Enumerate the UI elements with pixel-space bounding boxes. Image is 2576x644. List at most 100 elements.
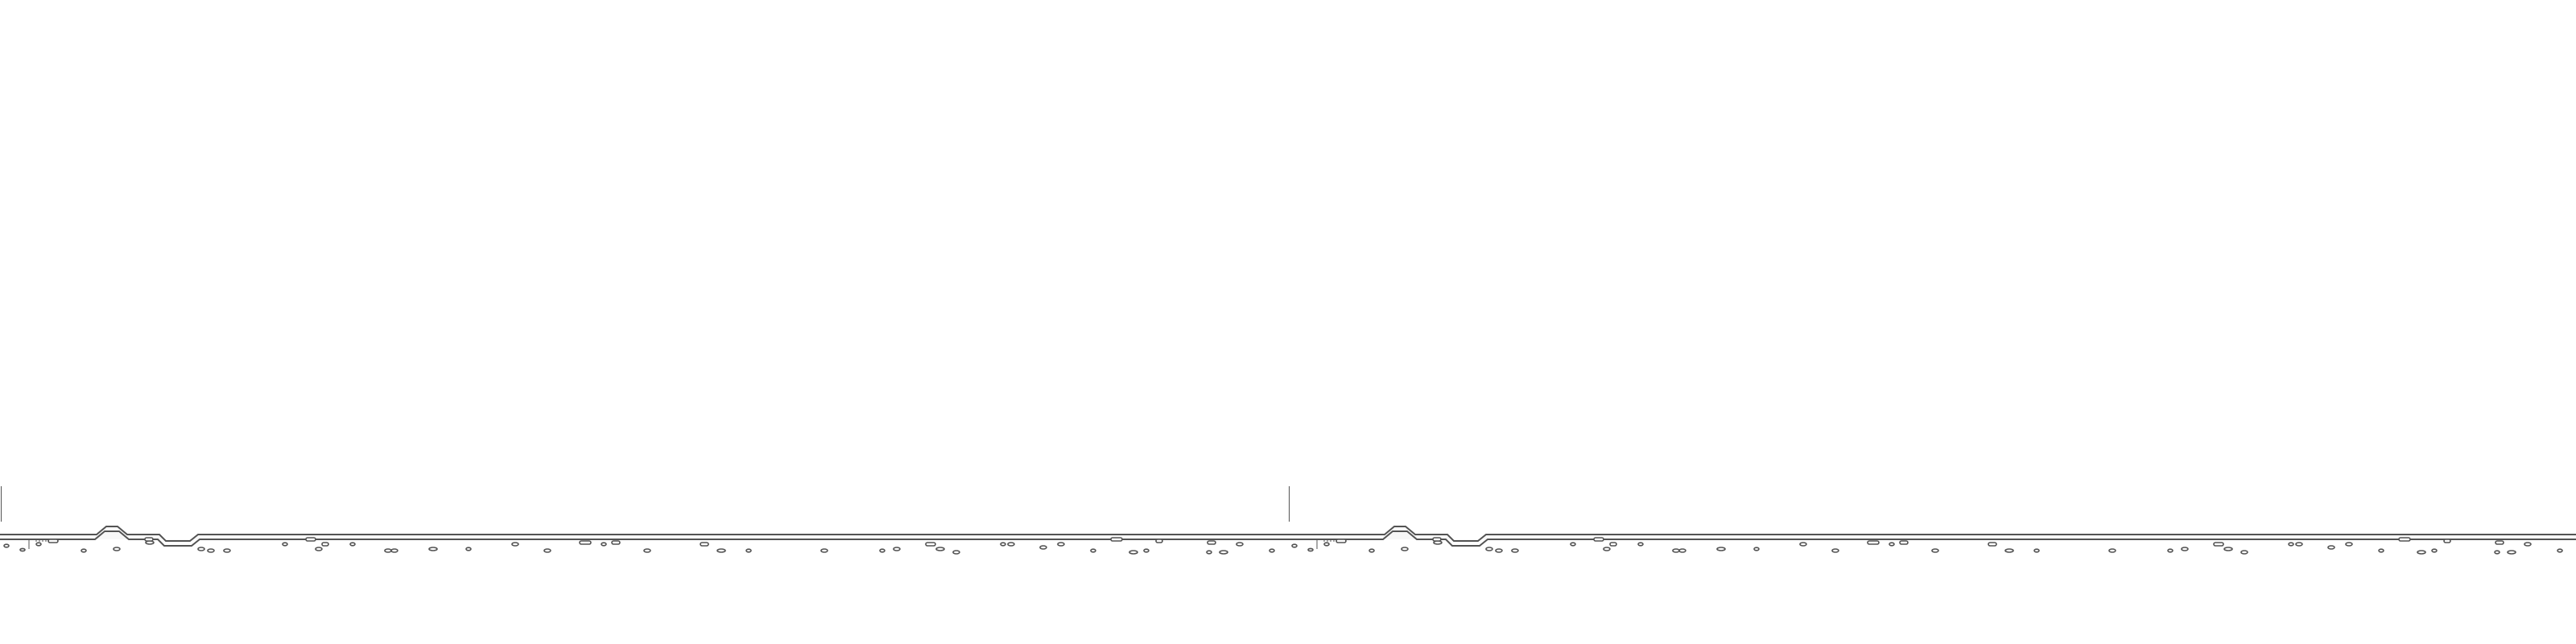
ground-pebble xyxy=(2507,550,2516,555)
ground-pebble xyxy=(745,548,752,553)
ground-pebble xyxy=(207,548,215,553)
ground-dash xyxy=(1609,542,1617,547)
ground-pebble xyxy=(428,547,438,551)
ground-pebble xyxy=(2417,550,2426,555)
ground-horizon-line xyxy=(1288,526,2576,542)
ground-pebble xyxy=(879,548,886,553)
ground-horizon-line xyxy=(1288,530,2576,547)
ground-pebble xyxy=(2167,548,2174,553)
ground-pebble xyxy=(1799,542,1807,547)
ground-dash xyxy=(2213,542,2224,547)
ground-dash xyxy=(2495,540,2504,545)
ground-dash xyxy=(1335,539,1347,543)
ground-pebble xyxy=(2345,542,2353,547)
ground-pebble xyxy=(390,548,398,553)
ground-pebble xyxy=(19,547,26,552)
ground-pebble xyxy=(1678,548,1686,553)
ground-pebble xyxy=(1323,542,1330,547)
ground-pebble xyxy=(384,548,392,553)
ground-dash xyxy=(1988,542,1997,547)
ground-dash xyxy=(321,542,329,547)
ground-pebble xyxy=(2327,545,2335,550)
ground-pebble xyxy=(1716,547,1726,551)
ground-pebble xyxy=(893,547,901,551)
ground-pebble xyxy=(1039,545,1047,550)
ground-pebble xyxy=(2288,542,2294,547)
ground-dash xyxy=(1432,537,1442,542)
ground-pebble xyxy=(935,547,945,551)
ground-pebble xyxy=(2378,548,2384,553)
ground-pebble xyxy=(601,542,607,547)
ground-pebble xyxy=(1570,542,1576,547)
ground-pebble xyxy=(1057,542,1065,547)
ground-pebble xyxy=(1129,550,1138,555)
right-panel xyxy=(1288,486,2576,555)
ground-pebble xyxy=(349,542,356,547)
ground-band xyxy=(0,526,1288,541)
ground-pebble xyxy=(3,543,10,548)
ground-dash xyxy=(305,537,316,542)
ground-dash xyxy=(700,542,709,547)
ground-pebble xyxy=(1485,547,1493,551)
ground-pebble xyxy=(820,548,828,553)
ground-dash xyxy=(611,540,621,545)
ground-pebble xyxy=(80,548,87,553)
ground-pebble xyxy=(1495,548,1503,553)
ground-pebble xyxy=(1603,547,1611,551)
ground-pebble xyxy=(465,547,472,551)
ground-dash xyxy=(1207,540,1216,545)
ground-pebble xyxy=(2431,548,2438,553)
ground-pebble xyxy=(2295,542,2303,547)
ground-pebble xyxy=(1007,542,1015,547)
ground-pebble xyxy=(1269,548,1275,553)
ground-dash xyxy=(1155,539,1163,543)
ground-pebble xyxy=(1931,548,1939,553)
ground-dash xyxy=(1593,537,1604,542)
ground-pebble xyxy=(1637,542,1644,547)
ground-pebble xyxy=(1368,548,1375,553)
ground-pebble xyxy=(2108,548,2116,553)
ground-pebble xyxy=(1672,548,1680,553)
ground-pebble xyxy=(1219,550,1228,555)
ground-dash xyxy=(925,542,936,547)
ground-pebble xyxy=(1401,547,1409,551)
ground-dash xyxy=(2398,537,2411,542)
ground-pebble xyxy=(2004,548,2014,553)
ground-pebble xyxy=(2033,548,2040,553)
ground-pebble xyxy=(1889,542,1895,547)
ground-pebble xyxy=(1291,543,1298,548)
ground-horizon-line xyxy=(0,526,1288,542)
ground-pebble xyxy=(2181,547,2189,551)
ground-pebble xyxy=(952,550,960,555)
ground-pebble xyxy=(1143,548,1150,553)
ground-dash xyxy=(47,539,59,543)
ground-pebble xyxy=(716,548,726,553)
ground-dash xyxy=(2443,539,2451,543)
ground-pebble xyxy=(543,548,551,553)
ground-band xyxy=(1288,526,2576,541)
ground-pebble xyxy=(1511,548,1519,553)
ground-pebble xyxy=(282,542,288,547)
ground-pebble xyxy=(1831,548,1839,553)
ground-pebble xyxy=(1090,548,1096,553)
ground-pebble xyxy=(643,548,651,553)
ground-horizon-line xyxy=(0,530,1288,547)
ground-pebble xyxy=(2494,550,2500,555)
ground-pebble xyxy=(315,547,323,551)
ground-pebble xyxy=(2557,548,2563,553)
ground-pebble xyxy=(511,542,519,547)
ground-pebble xyxy=(2223,547,2233,551)
ground-pebble xyxy=(1206,550,1212,555)
ground-pebble xyxy=(35,542,42,547)
ground-pebble xyxy=(197,547,205,551)
ground-pebble xyxy=(1000,542,1006,547)
ground-pebble xyxy=(1236,542,1244,547)
ground-pebble xyxy=(223,548,231,553)
ground-dash xyxy=(579,540,592,545)
left-panel xyxy=(0,486,1288,555)
ground-pebble xyxy=(1753,547,1760,551)
ground-pebble xyxy=(2240,550,2248,555)
ground-dash xyxy=(1110,537,1123,542)
